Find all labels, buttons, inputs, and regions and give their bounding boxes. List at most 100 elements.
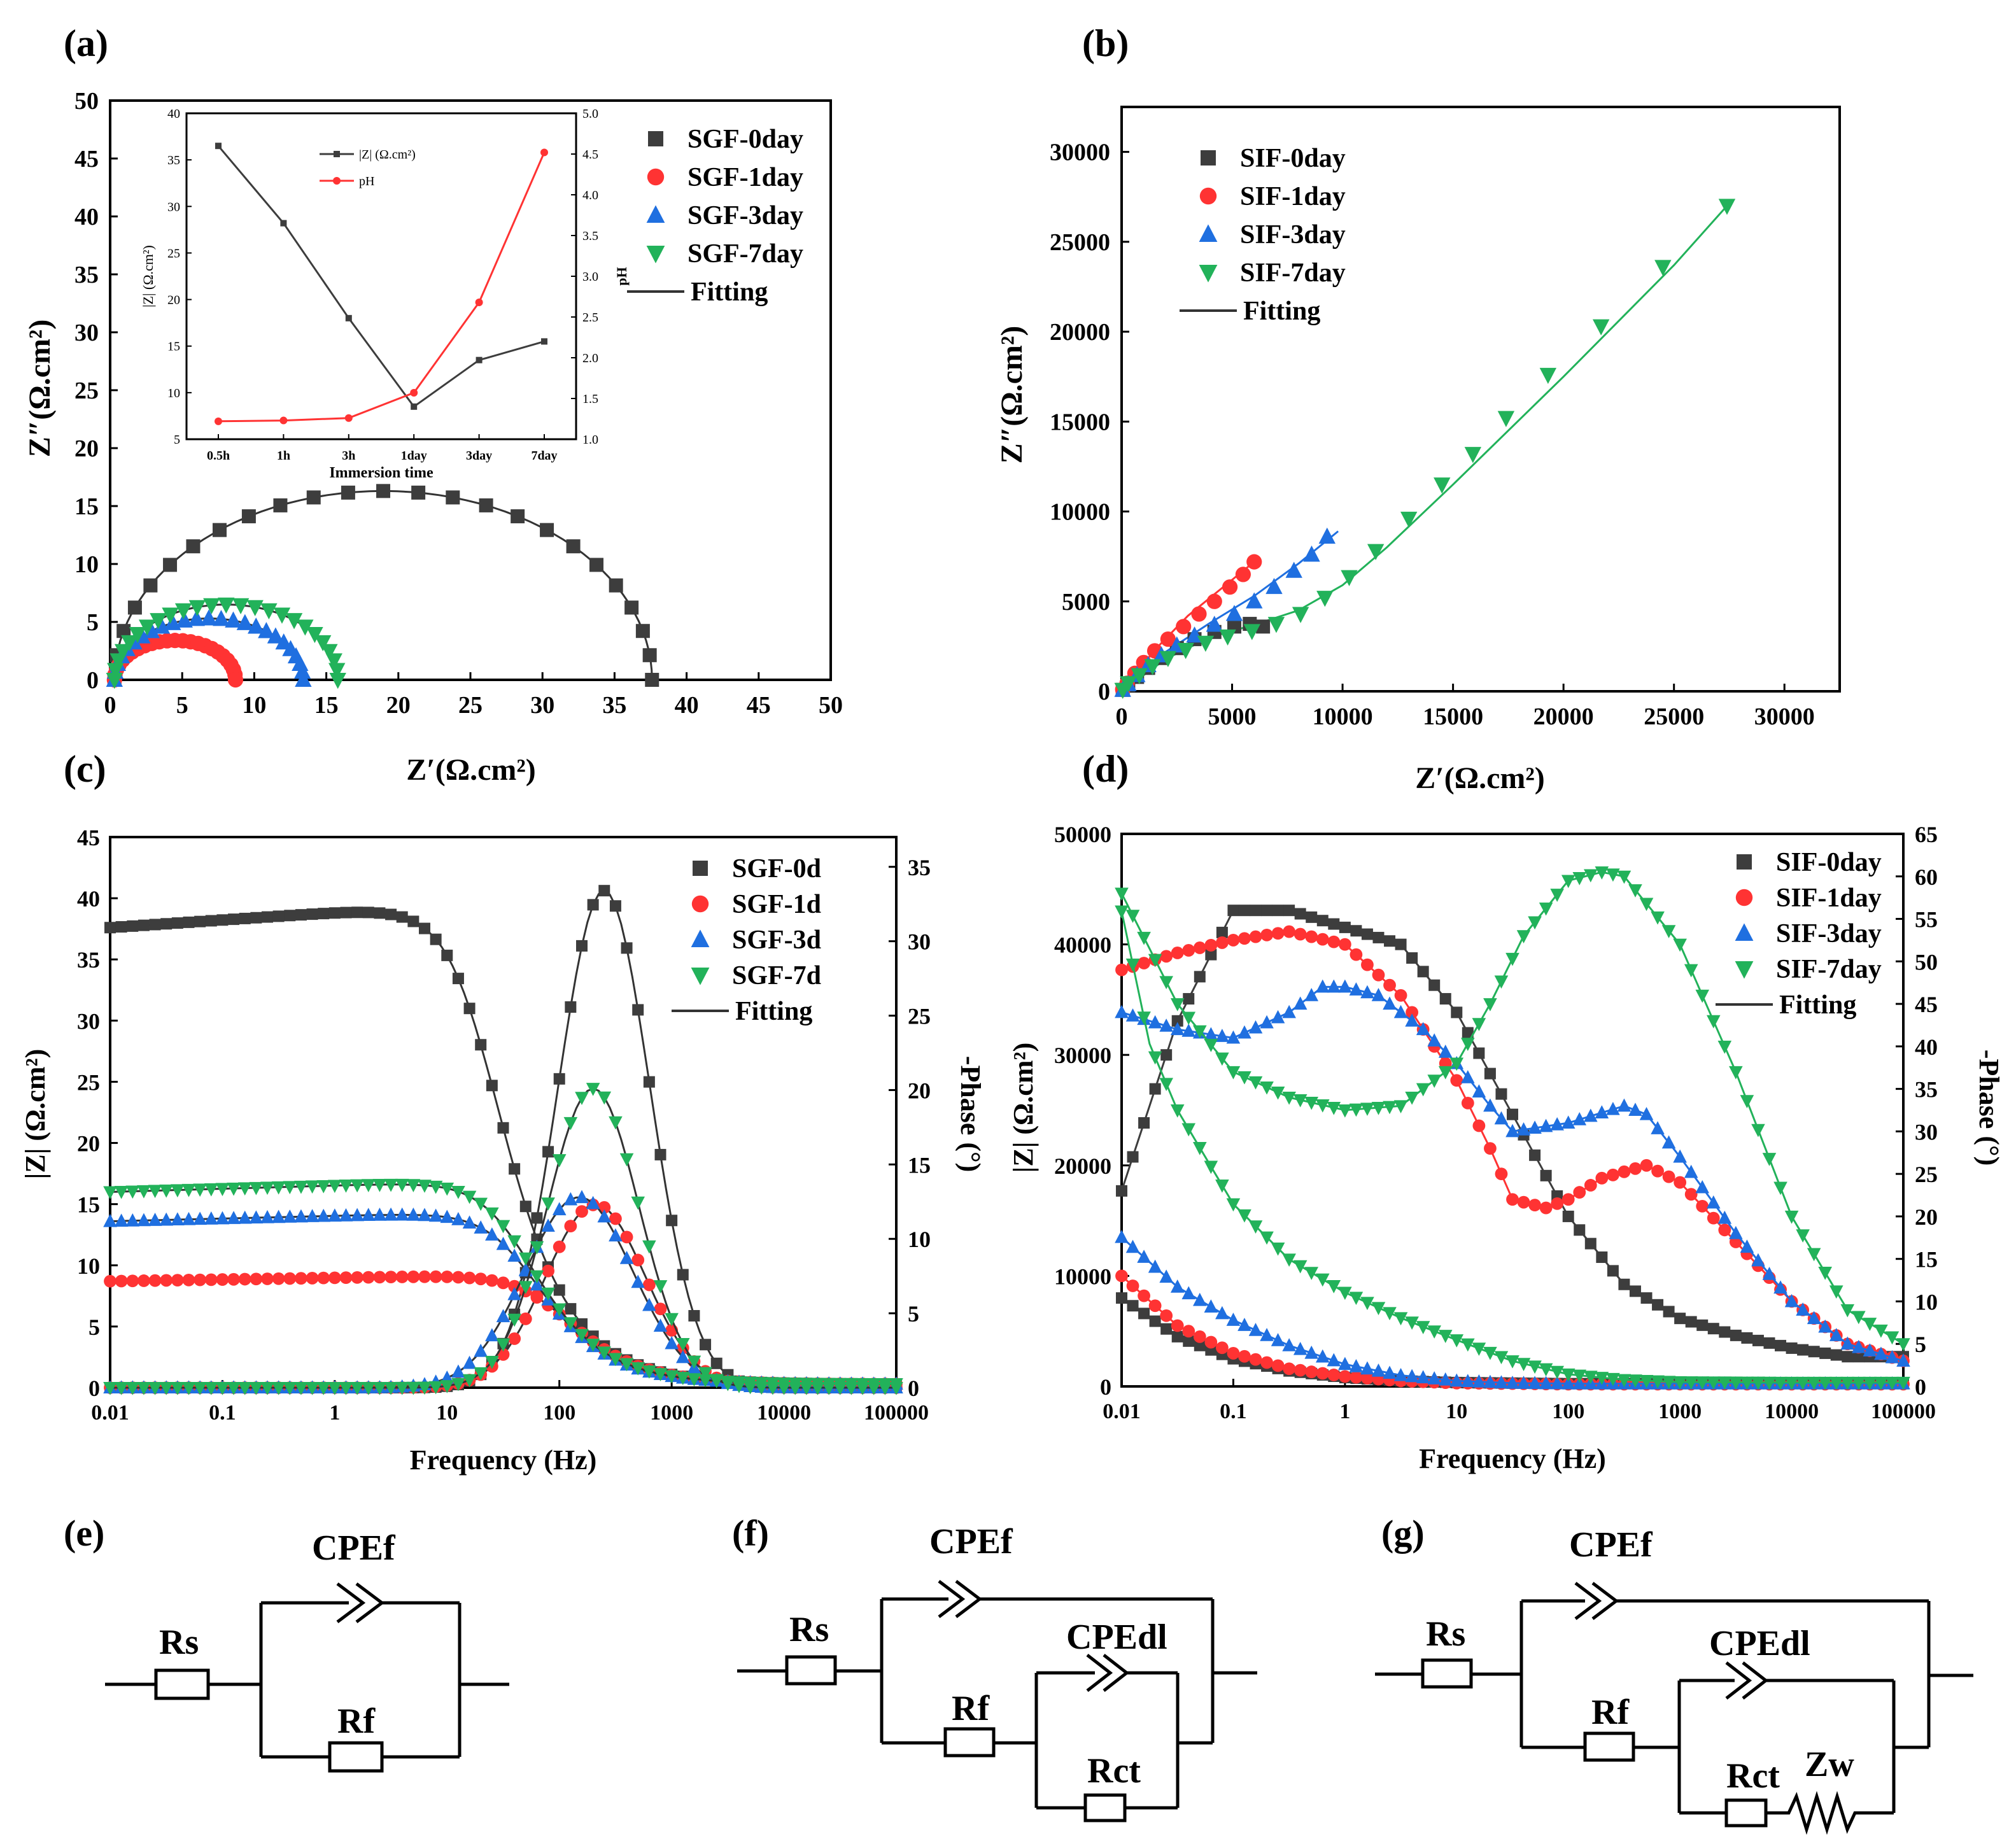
inset-y-tick-label: 35	[167, 153, 180, 167]
modz-point	[1651, 1375, 1665, 1389]
modz-point	[1193, 1330, 1206, 1343]
phase-point	[1160, 1049, 1173, 1061]
modz-point	[284, 910, 296, 922]
phase-point	[406, 1381, 421, 1395]
data-point	[1267, 617, 1285, 633]
x-tick-label: 20	[386, 692, 411, 719]
phase-point	[530, 1289, 544, 1302]
phase-point	[1695, 989, 1710, 1003]
x-tick-label: 1000	[650, 1401, 693, 1425]
phase-point	[1495, 1088, 1507, 1100]
phase-point	[1808, 1346, 1820, 1358]
phase-point	[1540, 1169, 1552, 1181]
phase-point	[1818, 1319, 1832, 1333]
y2-tick-label: 10	[1915, 1289, 1938, 1314]
phase-point	[1651, 911, 1665, 925]
phase-point	[1439, 993, 1451, 1005]
modz-point	[148, 1213, 162, 1226]
modz-point	[318, 908, 330, 920]
phase-point	[889, 1382, 903, 1395]
data-point	[321, 644, 338, 661]
y-axis-title: |Z| (Ω.cm²)	[20, 1049, 51, 1180]
phase-point	[665, 1335, 679, 1349]
phase-point	[1160, 950, 1173, 963]
phase-point	[1606, 1168, 1619, 1181]
phase-point	[1561, 875, 1575, 889]
phase-point	[1125, 910, 1140, 923]
modz-point	[1550, 1365, 1564, 1379]
phase-point	[1706, 1015, 1721, 1029]
y-tick-label: 30	[77, 1008, 100, 1034]
phase-point	[1617, 870, 1632, 884]
modz-point	[249, 1210, 264, 1224]
modz-point	[475, 1039, 487, 1051]
y-tick-label: 15000	[1050, 409, 1110, 435]
modz-point	[103, 1213, 117, 1227]
data-point	[411, 485, 426, 500]
modz-point	[237, 1210, 252, 1224]
modz-point	[1115, 1229, 1129, 1243]
phase-point	[1784, 1293, 1799, 1307]
phase-point	[587, 899, 599, 911]
inset-legend-marker	[333, 177, 341, 185]
phase-point	[1115, 963, 1128, 976]
data-point	[114, 644, 132, 661]
inset-x-axis-title: Immersion time	[329, 465, 434, 481]
data-point	[1367, 544, 1385, 560]
phase-point	[1406, 1006, 1419, 1019]
phase-point	[1260, 1081, 1274, 1095]
modz-point	[1215, 1306, 1229, 1320]
modz-point	[1829, 1376, 1843, 1390]
inset-point	[411, 403, 418, 410]
modz-point	[1181, 1123, 1196, 1137]
phase-point	[1115, 1004, 1129, 1018]
legend-marker	[1735, 923, 1754, 941]
modz-point	[1127, 1300, 1139, 1312]
modz-point	[1115, 1269, 1128, 1283]
legend-marker	[1199, 187, 1217, 205]
modz-point	[462, 1215, 477, 1229]
phase-point	[1393, 1004, 1408, 1018]
modz-point	[1315, 1349, 1330, 1363]
modz-point	[104, 1274, 116, 1288]
inset-point	[215, 143, 222, 150]
modz-point	[1383, 1307, 1397, 1321]
x-tick-label: 20000	[1533, 703, 1594, 730]
phase-point	[1674, 1176, 1687, 1189]
phase-point	[1350, 948, 1363, 961]
legend-label: SIF-7day	[1240, 258, 1346, 288]
modz-point	[227, 1182, 241, 1196]
modz-point	[171, 917, 183, 929]
data-point	[246, 600, 264, 617]
inset-y-tick-label: 20	[167, 293, 180, 307]
y2-tick-label: 65	[1915, 822, 1938, 847]
legend-label: SGF-1d	[732, 890, 821, 919]
modz-point	[181, 1211, 196, 1225]
phase-point	[1529, 1149, 1541, 1161]
phase-point	[575, 1092, 589, 1105]
phase-point	[1684, 964, 1698, 978]
modz-point	[1796, 1376, 1810, 1390]
data-point	[188, 600, 206, 617]
x-tick-label: 100	[543, 1401, 575, 1425]
phase-point	[1673, 1149, 1687, 1163]
inset-point	[540, 148, 548, 157]
phase-point	[508, 1332, 521, 1345]
legend-label: Fitting	[1779, 990, 1856, 1020]
x-tick-label: 100	[1552, 1400, 1584, 1423]
modz-point	[148, 1185, 162, 1199]
x-tick-label: 100000	[864, 1401, 929, 1425]
phase-point	[1607, 1265, 1619, 1277]
phase-point	[1472, 1119, 1486, 1132]
modz-point	[698, 1374, 712, 1388]
phase-point	[451, 1377, 465, 1392]
phase-point	[1639, 1106, 1654, 1120]
y-tick-label: 5	[87, 609, 99, 636]
modz-point	[530, 1277, 544, 1291]
x-tick-label: 10000	[757, 1401, 811, 1425]
x-axis-title: Z′(Ω.cm²)	[406, 753, 536, 787]
phase-point	[1260, 1015, 1274, 1029]
phase-point	[1618, 1278, 1630, 1290]
phase-point	[1339, 921, 1351, 933]
phase-point	[542, 1146, 554, 1158]
